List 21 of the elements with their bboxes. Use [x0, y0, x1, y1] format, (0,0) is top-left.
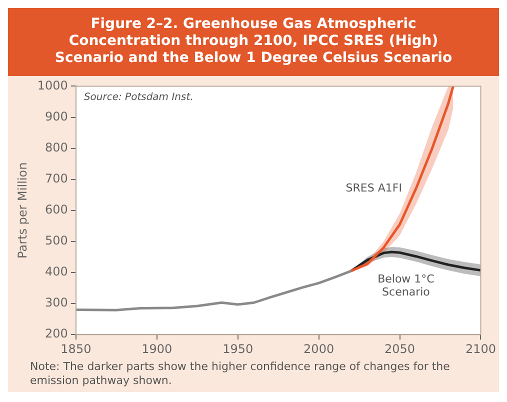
chart-title: Figure 2–2. Greenhouse Gas Atmospheric Concentration through 2100, IPCC SRES (High) Scenario and the Below 1 Degree Celsius Scenario	[8, 8, 499, 76]
series-label: Below 1°C Scenario	[378, 272, 435, 299]
y-tick-label: 1000	[37, 78, 68, 92]
y-tick-label: 700	[45, 171, 68, 186]
y-tick-label: 500	[45, 234, 68, 248]
x-tick-label: 2000	[304, 342, 334, 356]
x-tick-label: 1950	[222, 342, 254, 356]
y-tick-label: 200	[45, 326, 68, 341]
x-tick-label: 2050	[384, 342, 416, 356]
x-tick-label: 2100	[465, 342, 496, 356]
y-tick-label: 400	[45, 264, 68, 279]
y-tick-label: 600	[45, 202, 68, 217]
y-tick-label: 900	[45, 109, 68, 124]
series-label: SRES A1FI	[346, 182, 402, 195]
x-tick-label: 1850	[60, 342, 92, 356]
y-tick-label: 300	[45, 296, 68, 310]
y-axis-title: Parts per Million	[15, 162, 30, 258]
text: Note: The darker parts show the higher confidence range of changes for the emission pathway shown.	[29, 360, 451, 389]
annotation: Source: Potsdam Inst.	[84, 92, 194, 103]
x-tick-label: 1900	[142, 342, 172, 356]
y-tick-label: 800	[45, 140, 68, 154]
